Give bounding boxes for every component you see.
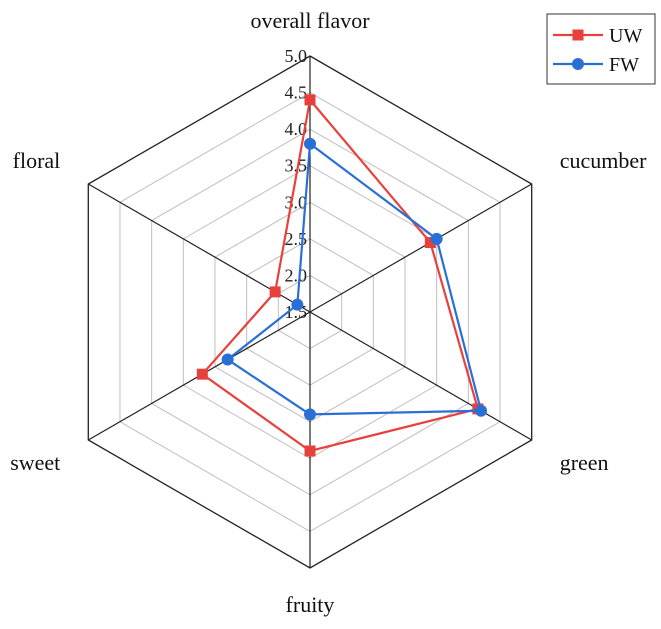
axis-label-fruity: fruity [286,592,335,617]
series-line-FW [226,142,483,416]
data-point-UW-cucumber [424,237,436,249]
data-point-UW-floral [269,286,281,298]
legend-marker-UW [572,29,584,41]
legend-marker-FW [572,58,584,70]
data-point-FW-overall-flavor [304,137,316,150]
legend-items: UW FW [553,25,642,76]
radar-tick-labels: 1.52.02.53.03.54.04.55.0 [285,46,308,322]
axis-label-sweet: sweet [10,450,60,475]
data-point-FW-green [475,404,488,417]
legend-label-UW: UW [609,25,642,47]
data-point-FW-cucumber [430,232,443,245]
axis-label-floral: floral [13,148,61,173]
tick-label: 2.0 [285,265,308,285]
data-point-UW-overall-flavor [304,94,316,106]
tick-label: 3.5 [285,156,308,176]
tick-label: 4.5 [285,83,308,103]
tick-label: 5.0 [285,46,308,66]
axis-label-overall-flavor: overall flavor [250,8,370,33]
axis-spoke-green [309,311,533,441]
data-point-FW-floral [291,298,304,311]
data-point-FW-fruity [304,408,316,421]
data-point-UW-sweet [196,368,208,380]
data-point-UW-fruity [304,445,316,457]
radar-series [196,94,488,457]
legend-label-FW: FW [609,54,639,76]
radar-axes [87,56,533,568]
legend: UW FW [546,13,656,85]
data-point-FW-sweet [221,353,234,366]
axis-spoke-cucumber [309,183,533,313]
axis-label-green: green [560,450,609,475]
legend-box [546,13,656,85]
tick-label: 4.0 [285,119,308,139]
tick-label: 3.0 [285,192,308,212]
radar-axis-labels: overall flavor cucumber green fruity sweet fl… [10,8,647,617]
axis-label-cucumber: cucumber [560,148,647,173]
